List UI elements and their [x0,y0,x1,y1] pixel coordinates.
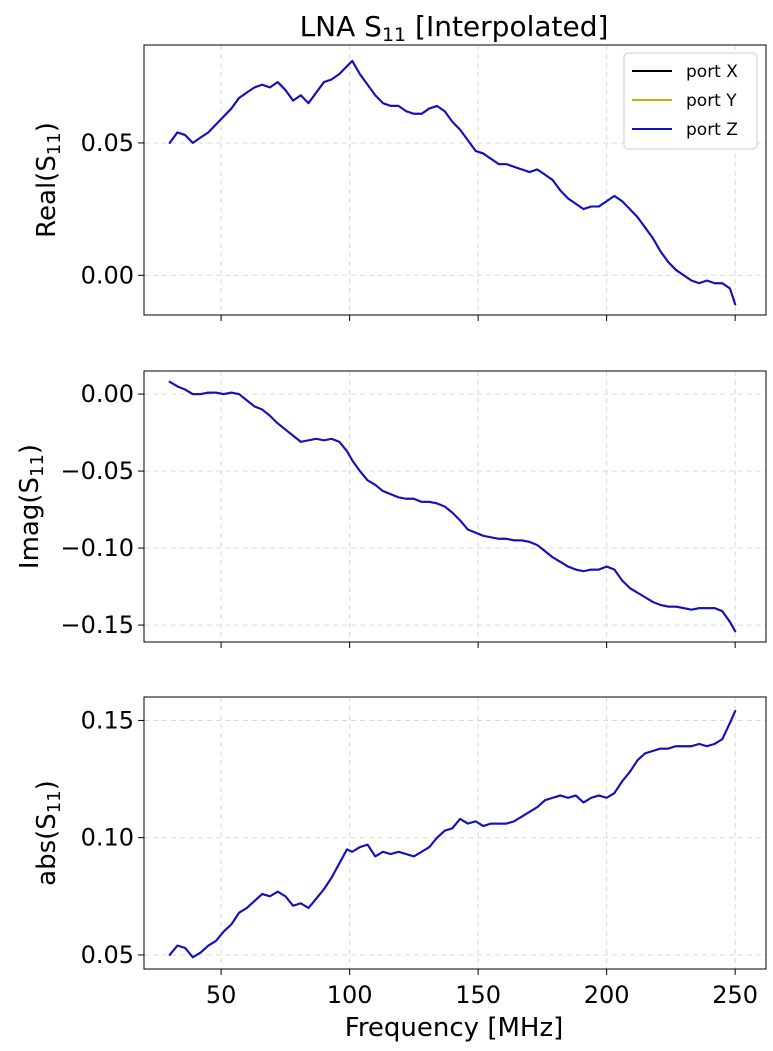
x-tick-label-0: 50 [206,981,237,1009]
legend: port X port Y port Z [623,52,758,150]
y-axis-label-real: Real(S11) [32,122,65,238]
y-tick-label-real-1: 0.05 [81,129,134,157]
y-tick-label-imag-1: −0.05 [60,457,134,485]
legend-box [623,52,758,150]
legend-label-port-z: port Z [686,120,738,140]
y-axis-label-abs-subscript: 11 [44,790,65,813]
panel-real: 0.00 0.05 Real(S11) [32,44,767,321]
series-line-real-port-z [168,59,737,306]
x-tick-label-2: 150 [455,981,501,1009]
series-line-imag-port-x [168,380,737,633]
panel-abs: 50 100 150 200 250 0.05 0.10 0.15 abs(S11) [32,696,767,1009]
chart-title-subscript: 11 [382,24,406,46]
y-axis-label-abs-suffix: ) [32,780,62,790]
series-line-abs-port-y [168,710,737,959]
legend-label-port-x: port X [686,62,738,82]
x-tick-label-4: 250 [712,981,758,1009]
chart-title: LNA S11 [Interpolated] [300,10,609,46]
x-tick-label-1: 100 [327,981,373,1009]
y-axis-label-real-subscript: 11 [44,132,65,155]
x-tick-label-3: 200 [584,981,630,1009]
series-line-imag-port-z [168,380,737,633]
panels-layer: 0.000.05Real(S11)0.00−0.05−0.10−0.15Imag… [15,44,767,1009]
grid-imag [144,371,766,642]
y-axis-label-imag: Imag(S11) [15,444,48,569]
grid-abs [144,697,766,969]
legend-label-port-y: port Y [686,91,737,111]
y-axis-label-imag-subscript: 11 [27,454,48,477]
chart-title-main: LNA S [300,10,382,43]
y-axis-label-imag-main: Imag(S [15,477,45,569]
series-line-imag-port-y [168,380,737,633]
y-axis-label-imag-suffix: ) [15,444,45,454]
chart-title-suffix: [Interpolated] [406,10,608,43]
plot-frame-imag [143,370,767,643]
y-axis-label-real-main: Real(S [32,155,62,238]
y-tick-label-abs-0: 0.05 [81,941,134,969]
plot-frame-real [143,44,767,316]
panel-imag: 0.00 −0.05 −0.10 −0.15 Imag(S11) [15,370,767,648]
plot-frame-abs [143,696,767,970]
y-tick-label-imag-3: −0.15 [60,611,134,639]
x-axis-label: Frequency [MHz] [345,1013,564,1043]
y-axis-label-real-suffix: ) [32,122,62,132]
y-tick-label-imag-2: −0.10 [60,534,134,562]
series-line-abs-port-x [168,710,737,959]
series-line-abs-port-z [168,710,737,959]
y-tick-label-real-0: 0.00 [81,261,134,289]
y-tick-label-abs-2: 0.15 [81,706,134,734]
y-axis-label-abs-main: abs(S [32,813,62,886]
y-axis-label-abs: abs(S11) [32,780,65,886]
y-tick-label-imag-0: 0.00 [81,380,134,408]
y-tick-label-abs-1: 0.10 [81,824,134,852]
